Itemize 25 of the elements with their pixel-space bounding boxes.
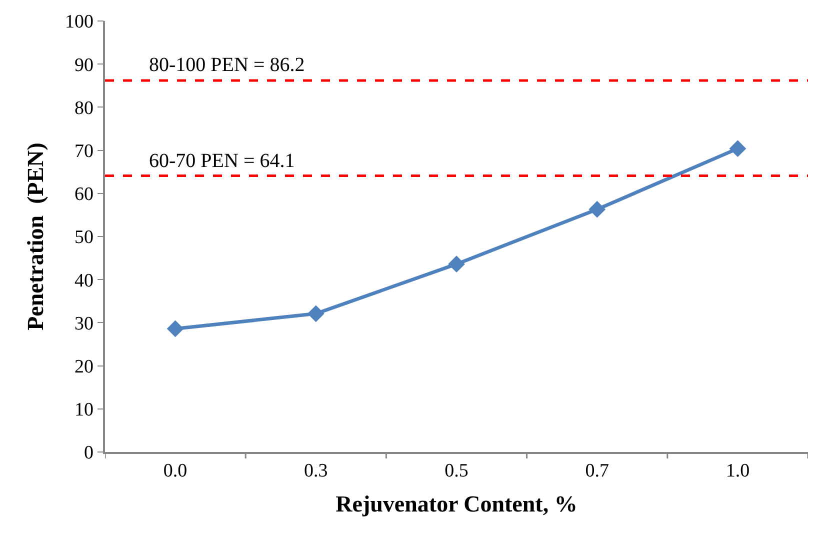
ref-line-label: 60-70 PEN = 64.1 <box>149 150 295 172</box>
point <box>307 305 324 322</box>
point <box>448 256 465 273</box>
y-tick-label: 0 <box>84 442 94 464</box>
y-tick-label: 50 <box>74 227 94 248</box>
ref-line-label: 80-100 PEN = 86.2 <box>149 54 305 76</box>
y-tick-label: 100 <box>64 12 94 33</box>
y-tick-label: 10 <box>74 400 94 421</box>
point <box>729 140 746 158</box>
y-tick-label: 30 <box>74 313 94 334</box>
x-tick-label: 0.3 <box>304 460 328 482</box>
point <box>166 320 184 338</box>
x-axis-title: Rejuvenator Content, % <box>336 492 578 517</box>
y-axis-title: Penetration (PEN) <box>22 142 48 330</box>
y-tick-label: 70 <box>74 140 94 162</box>
y-tick-label: 20 <box>74 356 94 378</box>
y-tick-label: 90 <box>74 54 94 76</box>
y-tick-label: 80 <box>74 98 94 119</box>
x-tick-label: 0.5 <box>444 460 468 482</box>
point <box>588 200 606 218</box>
x-tick-label: 1.0 <box>726 460 750 482</box>
x-tick-label: 0.0 <box>163 460 188 482</box>
y-tick-label: 60 <box>74 184 94 206</box>
x-tick-label: 0.7 <box>585 460 609 482</box>
y-tick-label: 40 <box>74 270 94 292</box>
